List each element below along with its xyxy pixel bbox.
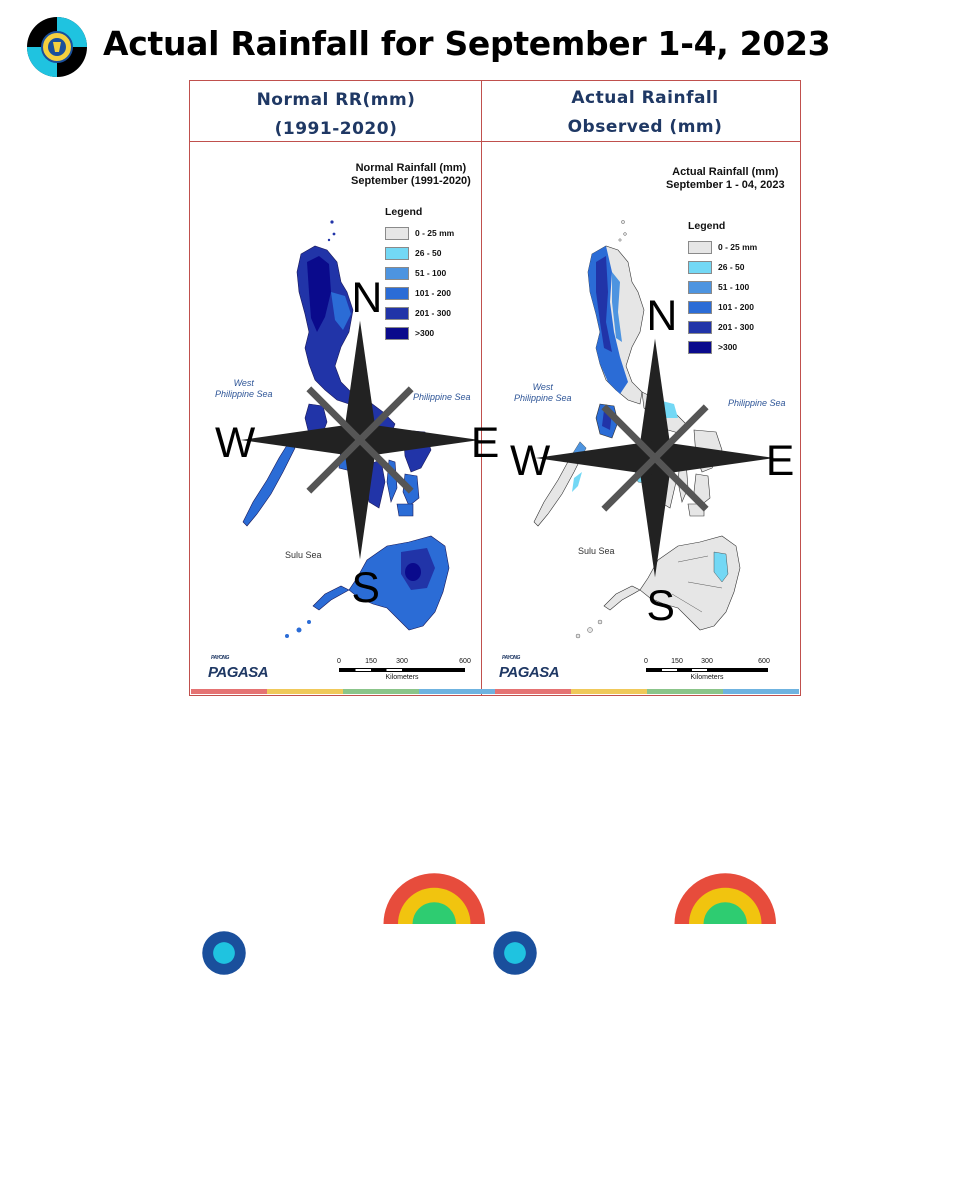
sulu-sea-label: Sulu Sea bbox=[578, 546, 615, 556]
column-header-actual-line1: Actual Rainfall bbox=[571, 88, 719, 108]
west-philippine-sea-label: West Philippine Sea bbox=[215, 378, 273, 400]
west-philippine-sea-label: West Philippine Sea bbox=[514, 382, 572, 404]
philippine-sea-label: Philippine Sea bbox=[728, 398, 786, 408]
legend-label: 51 - 100 bbox=[718, 282, 750, 292]
legend-swatch bbox=[688, 340, 712, 354]
scale-tick-600: 600 bbox=[758, 658, 770, 665]
legend-swatch bbox=[385, 286, 409, 300]
payong-text: PAYONG bbox=[211, 655, 229, 661]
compass-rose-icon: N S W E bbox=[510, 292, 794, 630]
legend-label: 201 - 300 bbox=[718, 322, 754, 332]
actual-rainfall-map: Actual Rainfall (mm) September 1 - 04, 2… bbox=[482, 142, 794, 975]
normal-map-title: Normal Rainfall (mm) September (1991-202… bbox=[351, 162, 471, 188]
legend-item: 201 - 300 bbox=[385, 306, 451, 320]
west-philippine-sea-line2: Philippine Sea bbox=[514, 393, 572, 403]
legend-item: 0 - 25 mm bbox=[385, 226, 454, 240]
actual-legend-title: Legend bbox=[688, 220, 726, 232]
legend-label: 51 - 100 bbox=[415, 268, 447, 278]
legend-item: 51 - 100 bbox=[385, 266, 446, 280]
legend-swatch bbox=[688, 300, 712, 314]
west-philippine-sea-line2: Philippine Sea bbox=[215, 389, 273, 399]
column-header-normal: Normal RR(mm) (1991-2020) bbox=[191, 86, 481, 144]
legend-label: 0 - 25 mm bbox=[415, 228, 455, 238]
column-header-actual: Actual Rainfall Observed (mm) bbox=[500, 84, 790, 142]
pagasa-wordmark: PAGASA bbox=[499, 664, 560, 681]
sulu-sea-label: Sulu Sea bbox=[285, 550, 322, 560]
header-divider bbox=[189, 141, 801, 142]
legend-item: 26 - 50 bbox=[688, 260, 744, 274]
compass-e: E bbox=[766, 437, 794, 485]
scale-tick-300: 300 bbox=[701, 658, 713, 665]
pagasa-logo-icon bbox=[202, 873, 485, 975]
scale-tick-0: 0 bbox=[337, 658, 341, 665]
normal-legend-title: Legend bbox=[385, 206, 423, 218]
legend-item: 101 - 200 bbox=[688, 300, 754, 314]
pagasa-wordmark: PAGASA bbox=[208, 664, 269, 681]
compass-w: W bbox=[215, 419, 256, 467]
scale-unit: Kilometers bbox=[690, 674, 724, 681]
scale-tick-300: 300 bbox=[396, 658, 408, 665]
legend-item: 0 - 25 mm bbox=[688, 240, 757, 254]
legend-swatch bbox=[688, 240, 712, 254]
legend-item: 26 - 50 bbox=[385, 246, 441, 260]
legend-label: 0 - 25 mm bbox=[718, 242, 758, 252]
legend-swatch bbox=[385, 326, 409, 340]
normal-map-title-line2: September (1991-2020) bbox=[351, 175, 471, 187]
legend-item: >300 bbox=[688, 340, 737, 354]
legend-label: 26 - 50 bbox=[718, 262, 745, 272]
scale-tick-0: 0 bbox=[644, 658, 648, 665]
legend-swatch bbox=[385, 266, 409, 280]
actual-map-title-line1: Actual Rainfall (mm) bbox=[672, 166, 779, 178]
legend-item: 101 - 200 bbox=[385, 286, 451, 300]
normal-rainfall-map: Normal Rainfall (mm) September (1991-202… bbox=[191, 142, 499, 975]
scale-tick-150: 150 bbox=[365, 658, 377, 665]
legend-label: >300 bbox=[718, 342, 738, 352]
payong-text: PAYONG bbox=[502, 655, 520, 661]
compass-s: S bbox=[351, 564, 379, 612]
philippine-sea-label: Philippine Sea bbox=[413, 392, 471, 402]
slide-title: Actual Rainfall for September 1-4, 2023 bbox=[103, 24, 831, 63]
legend-label: 101 - 200 bbox=[718, 302, 754, 312]
compass-e: E bbox=[471, 419, 499, 467]
footer-color-bar bbox=[191, 689, 799, 694]
legend-item: 201 - 300 bbox=[688, 320, 754, 334]
legend-swatch bbox=[385, 306, 409, 320]
actual-map-title-line2: September 1 - 04, 2023 bbox=[666, 179, 785, 191]
scale-tick-600: 600 bbox=[459, 658, 471, 665]
actual-scalebar: 0 150 300 600 Kilometers bbox=[644, 658, 772, 684]
legend-label: >300 bbox=[415, 328, 435, 338]
column-header-normal-line1: Normal RR(mm) bbox=[256, 90, 416, 110]
pagasa-seal-logo bbox=[27, 17, 87, 77]
normal-scalebar: 0 150 300 600 Kilometers bbox=[337, 658, 471, 684]
legend-item: >300 bbox=[385, 326, 434, 340]
compass-n: N bbox=[646, 292, 677, 340]
normal-map-title-line1: Normal Rainfall (mm) bbox=[355, 162, 467, 174]
legend-swatch bbox=[385, 246, 409, 260]
pagasa-logo-icon bbox=[493, 873, 776, 975]
west-philippine-sea-line1: West bbox=[532, 382, 553, 392]
compass-n: N bbox=[351, 274, 382, 322]
compass-rose-icon: N S W E bbox=[215, 274, 499, 612]
legend-swatch bbox=[688, 280, 712, 294]
column-header-actual-line2: Observed (mm) bbox=[567, 117, 723, 137]
legend-item: 51 - 100 bbox=[688, 280, 749, 294]
actual-rainfall-map-graphic bbox=[533, 220, 741, 639]
comparison-table bbox=[189, 80, 801, 696]
column-divider bbox=[481, 80, 482, 696]
scale-unit: Kilometers bbox=[385, 674, 419, 681]
actual-map-title: Actual Rainfall (mm) September 1 - 04, 2… bbox=[666, 166, 785, 192]
scale-tick-150: 150 bbox=[671, 658, 683, 665]
legend-swatch bbox=[688, 320, 712, 334]
legend-swatch bbox=[688, 260, 712, 274]
legend-label: 201 - 300 bbox=[415, 308, 451, 318]
legend-label: 26 - 50 bbox=[415, 248, 442, 258]
compass-w: W bbox=[510, 437, 551, 485]
legend-label: 101 - 200 bbox=[415, 288, 451, 298]
column-header-normal-line2: (1991-2020) bbox=[274, 119, 398, 139]
west-philippine-sea-line1: West bbox=[233, 378, 254, 388]
legend-swatch bbox=[385, 226, 409, 240]
compass-s: S bbox=[646, 582, 674, 630]
